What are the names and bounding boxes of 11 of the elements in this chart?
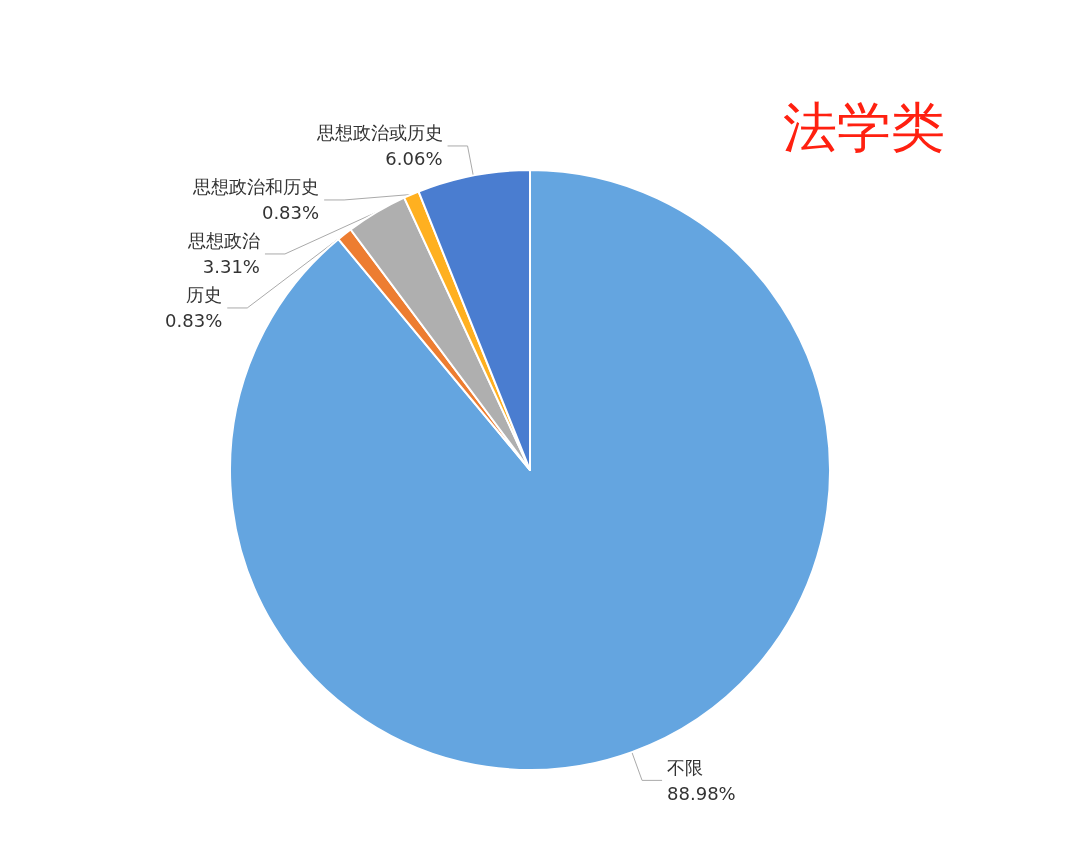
chart-title: 法学类 — [783, 95, 945, 159]
data-label: 88.98% — [667, 782, 736, 804]
slice-label: 思想政治 — [186, 230, 260, 252]
slice-label: 历史 — [186, 284, 223, 306]
data-label: 6.06% — [385, 148, 443, 170]
data-label: 3.31% — [202, 256, 260, 278]
data-label: 0.83% — [165, 310, 223, 332]
slice-label: 思想政治或历史 — [315, 122, 443, 144]
slice-label: 不限 — [667, 756, 704, 778]
data-label: 0.83% — [261, 202, 320, 224]
slice-label: 思想政治和历史 — [192, 176, 320, 198]
